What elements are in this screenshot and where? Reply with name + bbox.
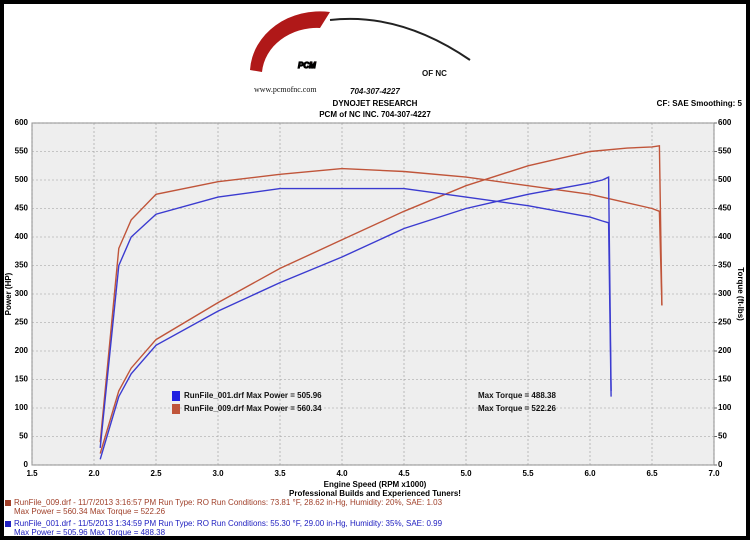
y-tick-label: 300 bbox=[15, 289, 29, 298]
y-tick-label: 550 bbox=[15, 147, 29, 156]
y2-tick-label: 600 bbox=[718, 118, 732, 127]
legend-torque: Max Torque = 522.26 bbox=[478, 404, 556, 413]
y2-tick-label: 150 bbox=[718, 375, 732, 384]
x-tick-label: 3.0 bbox=[212, 469, 224, 478]
run-line1: RunFile_001.drf - 11/5/2013 1:34:59 PM R… bbox=[14, 519, 443, 528]
run-line2: Max Power = 560.34 Max Torque = 522.26 bbox=[14, 507, 166, 516]
y2-tick-label: 350 bbox=[718, 261, 732, 270]
logo-url: www.pcmofnc.com bbox=[254, 85, 317, 94]
y2-tick-label: 200 bbox=[718, 346, 732, 355]
y2-axis-label: Torque (ft-lbs) bbox=[736, 267, 745, 321]
legend-swatch bbox=[172, 404, 180, 414]
x-tick-label: 3.5 bbox=[274, 469, 286, 478]
y2-tick-label: 400 bbox=[718, 232, 732, 241]
run-line1: RunFile_009.drf - 11/7/2013 3:16:57 PM R… bbox=[14, 498, 443, 507]
y2-tick-label: 0 bbox=[718, 460, 723, 469]
y2-tick-label: 500 bbox=[718, 175, 732, 184]
y-tick-label: 200 bbox=[15, 346, 29, 355]
logo-arc bbox=[250, 11, 330, 73]
series-line bbox=[99, 176, 612, 460]
logo-brand: PCM bbox=[298, 61, 316, 70]
y2-tick-label: 550 bbox=[718, 147, 732, 156]
tagline: Professional Builds and Experienced Tune… bbox=[289, 489, 461, 498]
y2-tick-label: 250 bbox=[718, 318, 732, 327]
run-swatch bbox=[5, 500, 11, 506]
x-tick-label: 6.0 bbox=[584, 469, 596, 478]
y-tick-label: 150 bbox=[15, 375, 29, 384]
x-tick-label: 4.5 bbox=[398, 469, 410, 478]
x-tick-label: 2.0 bbox=[88, 469, 100, 478]
legend-swatch bbox=[172, 391, 180, 401]
legend-text: RunFile_009.drf Max Power = 560.34 bbox=[184, 404, 322, 413]
legend-torque: Max Torque = 488.38 bbox=[478, 391, 556, 400]
x-tick-label: 4.0 bbox=[336, 469, 348, 478]
header-shop: PCM of NC INC. 704-307-4227 bbox=[319, 110, 431, 119]
series-line bbox=[99, 187, 612, 448]
y2-tick-label: 50 bbox=[718, 432, 727, 441]
y-tick-label: 400 bbox=[15, 232, 29, 241]
y-tick-label: 500 bbox=[15, 175, 29, 184]
y2-tick-label: 100 bbox=[718, 403, 732, 412]
y-tick-label: 100 bbox=[15, 403, 29, 412]
y-tick-label: 250 bbox=[15, 318, 29, 327]
y-tick-label: 450 bbox=[15, 204, 29, 213]
y2-tick-label: 450 bbox=[718, 204, 732, 213]
run-swatch bbox=[5, 521, 11, 527]
header-settings: CF: SAE Smoothing: 5 bbox=[657, 99, 743, 108]
y-tick-label: 50 bbox=[19, 432, 28, 441]
logo-phone: 704-307-4227 bbox=[350, 87, 400, 96]
legend-text: RunFile_001.drf Max Power = 505.96 bbox=[184, 391, 322, 400]
x-tick-label: 1.5 bbox=[26, 469, 38, 478]
x-tick-label: 2.5 bbox=[150, 469, 162, 478]
x-tick-label: 6.5 bbox=[646, 469, 658, 478]
y-tick-label: 600 bbox=[15, 118, 29, 127]
series-line bbox=[99, 167, 663, 443]
run-line2: Max Power = 505.96 Max Torque = 488.38 bbox=[14, 528, 166, 537]
x-tick-label: 5.5 bbox=[522, 469, 534, 478]
logo-suffix: OF NC bbox=[422, 69, 447, 78]
header-company: DYNOJET RESEARCH bbox=[333, 99, 418, 108]
logo-car bbox=[329, 17, 471, 61]
y-axis-label: Power (HP) bbox=[4, 272, 13, 315]
y-tick-label: 350 bbox=[15, 261, 29, 270]
x-tick-label: 5.0 bbox=[460, 469, 472, 478]
x-axis-label: Engine Speed (RPM x1000) bbox=[324, 480, 427, 489]
y2-tick-label: 300 bbox=[718, 289, 732, 298]
series-line bbox=[99, 144, 663, 454]
logo: PCM OF NC 704-307-4227 www.pcmofnc.com bbox=[250, 11, 471, 96]
x-tick-label: 7.0 bbox=[708, 469, 720, 478]
y-tick-label: 0 bbox=[24, 460, 29, 469]
